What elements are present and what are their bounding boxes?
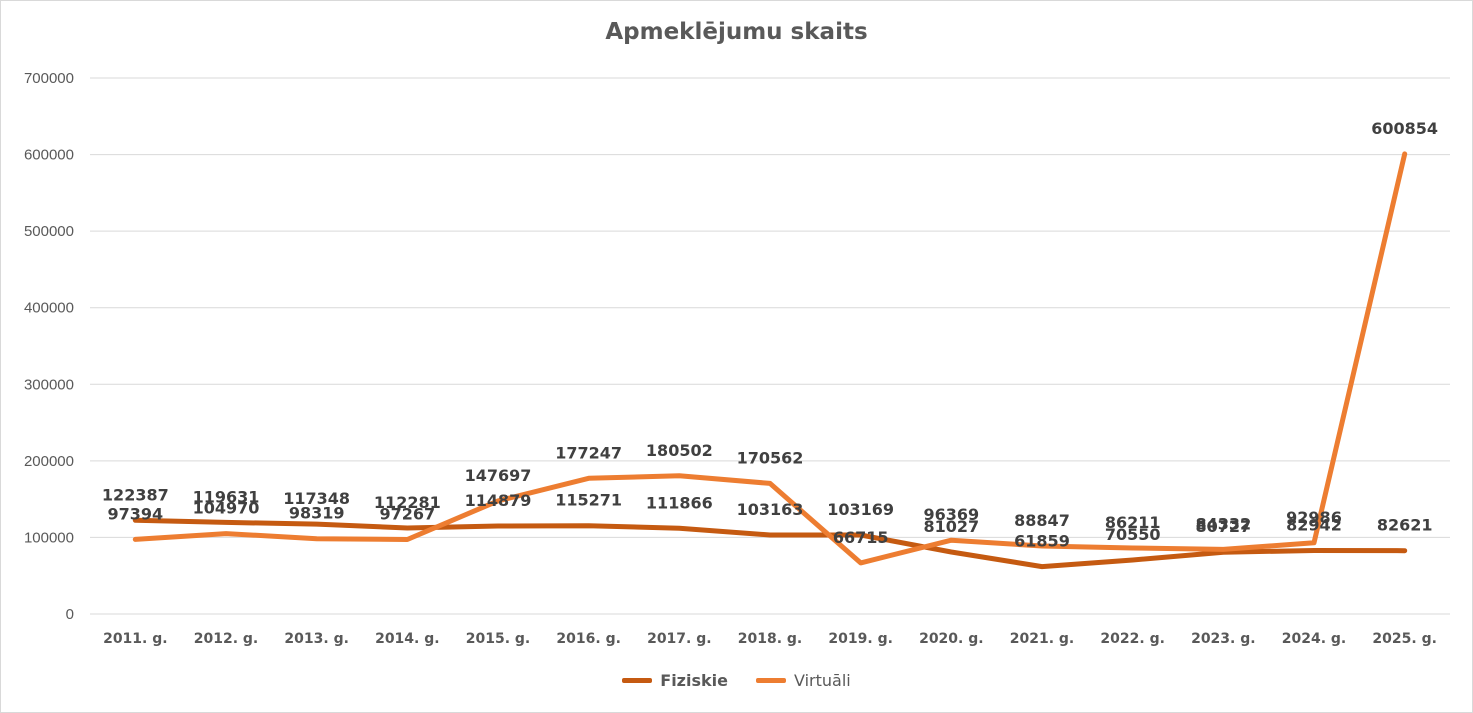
- data-label: 114879: [465, 491, 532, 510]
- data-label: 82621: [1377, 516, 1433, 535]
- data-label: 103169: [827, 500, 894, 519]
- data-label: 119631: [193, 487, 260, 506]
- legend-swatch-fiziskie: [622, 678, 653, 683]
- data-label: 70550: [1105, 525, 1161, 544]
- data-label: 97394: [107, 504, 163, 523]
- y-tick-label: 700000: [24, 70, 74, 87]
- legend-item-virtuali: Virtuāli: [755, 671, 851, 690]
- legend: Fiziskie Virtuāli: [1, 671, 1472, 690]
- data-label: 92986: [1286, 508, 1342, 527]
- data-label: 104970: [193, 499, 260, 518]
- x-tick-label: 2019. g.: [828, 631, 893, 647]
- series-line-0: [132, 517, 1408, 570]
- data-label: 117348: [283, 489, 350, 508]
- data-label: 82942: [1286, 515, 1342, 534]
- data-label: 88847: [1014, 511, 1070, 530]
- x-tick-label: 2021. g.: [1010, 631, 1075, 647]
- x-tick-label: 2013. g.: [284, 631, 349, 647]
- legend-swatch-virtuali: [755, 678, 786, 683]
- x-tick-label: 2015. g.: [466, 631, 531, 647]
- x-tick-label: 2012. g.: [194, 631, 259, 647]
- legend-label-fiziskie: Fiziskie: [660, 671, 728, 690]
- x-tick-label: 2016. g.: [556, 631, 621, 647]
- y-tick-label: 100000: [24, 529, 74, 546]
- data-label: 180502: [646, 441, 713, 460]
- data-label: 147697: [465, 466, 532, 485]
- data-label: 61859: [1014, 532, 1070, 551]
- x-tick-label: 2024. g.: [1282, 631, 1347, 647]
- data-label: 115271: [555, 491, 622, 510]
- y-tick-label: 500000: [24, 223, 74, 240]
- x-tick-label: 2025. g.: [1372, 631, 1437, 647]
- series-line-1: [132, 151, 1408, 566]
- data-label: 84332: [1195, 514, 1251, 533]
- data-label: 97267: [379, 505, 435, 524]
- x-tick-label: 2011. g.: [103, 631, 168, 647]
- y-tick-label: 200000: [24, 453, 74, 470]
- x-tick-label: 2018. g.: [738, 631, 803, 647]
- data-label: 170562: [737, 448, 804, 467]
- legend-label-virtuali: Virtuāli: [793, 671, 851, 690]
- data-label: 98319: [289, 504, 345, 523]
- data-label: 86211: [1105, 513, 1161, 532]
- x-tick-label: 2017. g.: [647, 631, 712, 647]
- data-label: 112281: [374, 493, 441, 512]
- data-label: 96369: [923, 505, 979, 524]
- y-tick-label: 0: [66, 606, 74, 623]
- data-label: 177247: [555, 443, 622, 462]
- legend-item-fiziskie: Fiziskie: [622, 671, 728, 690]
- data-label: 80727: [1195, 517, 1251, 536]
- data-label: 103163: [737, 500, 804, 519]
- chart-title: Apmeklējumu skaits: [605, 19, 868, 45]
- x-tick-label: 2014. g.: [375, 631, 440, 647]
- y-tick-label: 600000: [24, 147, 74, 164]
- y-tick-label: 300000: [24, 376, 74, 393]
- x-tick-label: 2023. g.: [1191, 631, 1256, 647]
- y-tick-label: 400000: [24, 300, 74, 317]
- data-label: 66715: [833, 528, 889, 547]
- data-label: 81027: [923, 517, 979, 536]
- x-tick-label: 2022. g.: [1100, 631, 1165, 647]
- data-label: 122387: [102, 485, 169, 504]
- x-tick-label: 2020. g.: [919, 631, 984, 647]
- data-label: 600854: [1371, 119, 1438, 138]
- data-label: 111866: [646, 493, 713, 512]
